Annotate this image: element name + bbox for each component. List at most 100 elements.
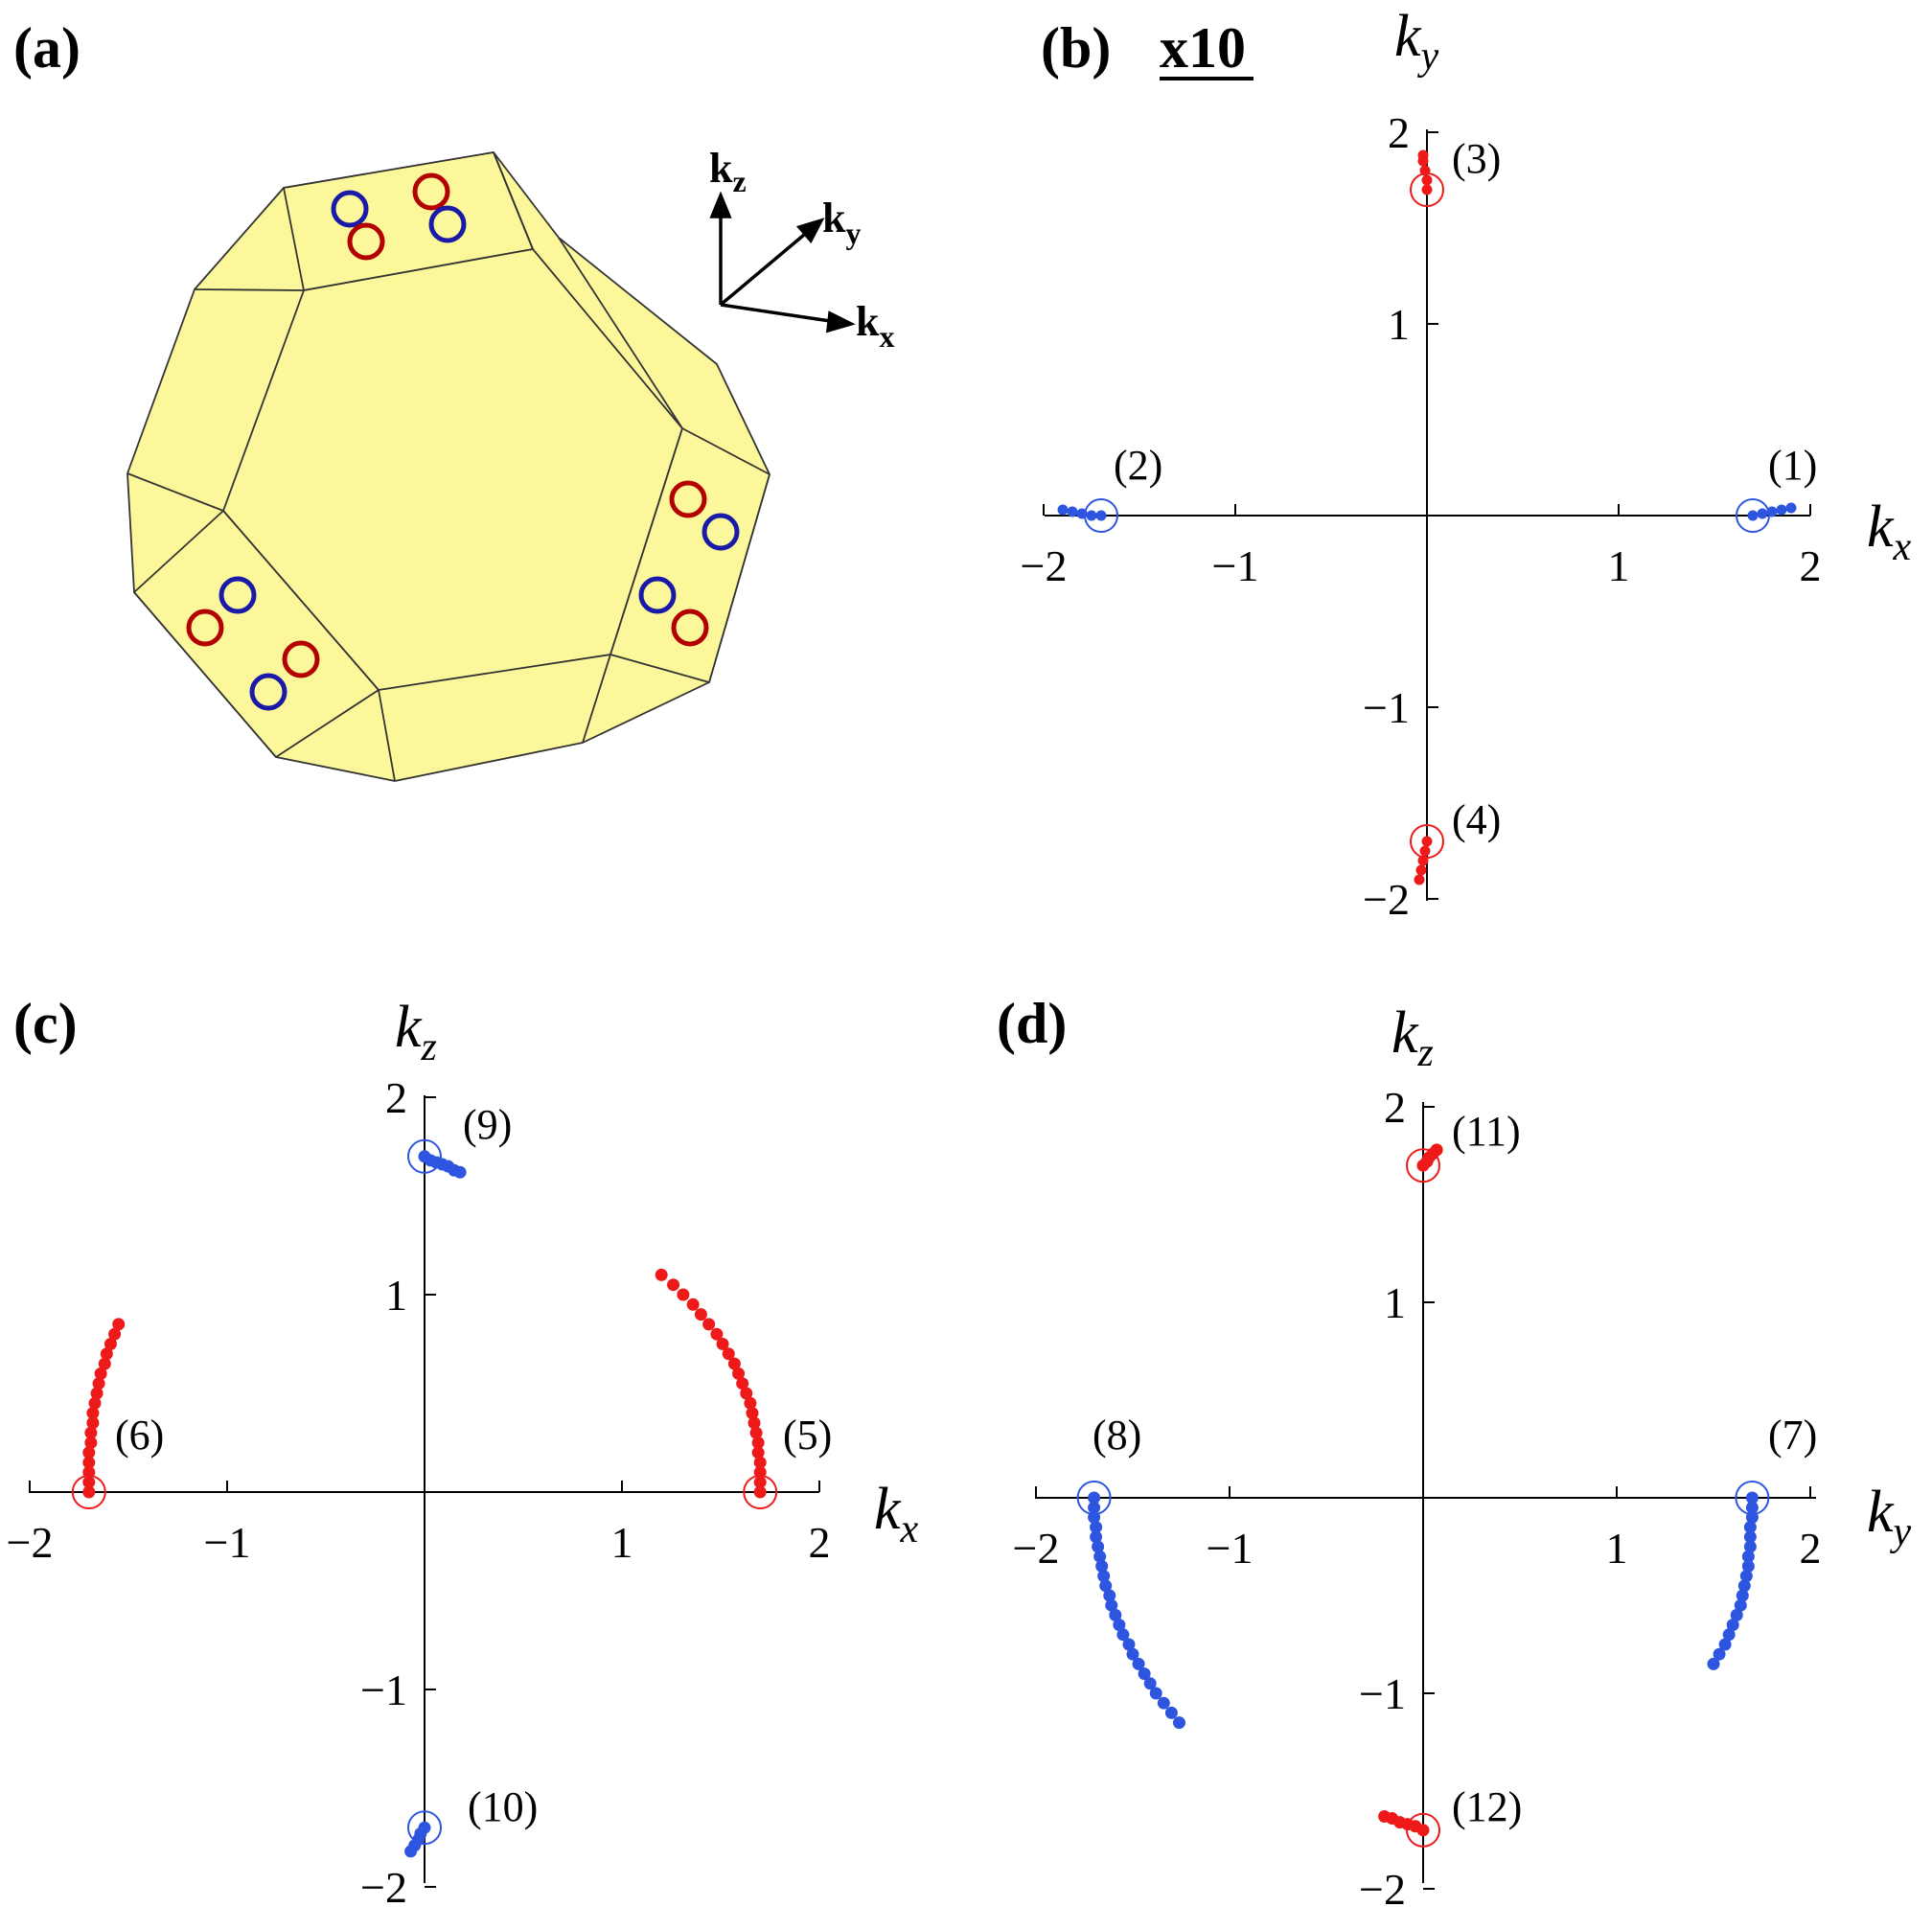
data-point bbox=[1414, 874, 1425, 885]
y-tick-label: 2 bbox=[385, 1073, 407, 1122]
data-point bbox=[90, 1387, 104, 1400]
k-axes-triad bbox=[709, 191, 856, 333]
data-point bbox=[1419, 845, 1431, 857]
weyl-ring-blue bbox=[638, 576, 677, 614]
y-axis-label-base: k bbox=[1392, 1000, 1419, 1066]
bz-face-right-square bbox=[610, 427, 770, 683]
data-point bbox=[1105, 1598, 1118, 1612]
series-1 bbox=[1747, 502, 1797, 521]
x-tick-label: −2 bbox=[7, 1518, 54, 1567]
data-point bbox=[1126, 1647, 1139, 1661]
weyl-ring-red bbox=[347, 222, 385, 261]
data-point bbox=[740, 1387, 753, 1400]
data-point bbox=[1103, 1589, 1116, 1602]
weyl-ring-red bbox=[669, 480, 707, 518]
kx-axis-label: kx bbox=[856, 298, 894, 354]
data-point bbox=[1088, 1491, 1101, 1505]
data-point bbox=[1415, 864, 1427, 876]
panel-a-label: (a) bbox=[13, 16, 80, 80]
weyl-ring-red bbox=[282, 640, 320, 678]
data-point bbox=[746, 1407, 759, 1420]
data-point bbox=[1090, 1530, 1103, 1544]
data-point bbox=[98, 1357, 111, 1370]
data-point bbox=[1143, 1677, 1157, 1690]
data-point bbox=[1138, 1667, 1151, 1681]
x-axis-label: kx bbox=[1867, 494, 1912, 569]
x-axis-label-base: k bbox=[1867, 494, 1895, 560]
x-axis-label-base: k bbox=[1867, 1480, 1895, 1545]
kx-arrow bbox=[720, 303, 838, 324]
x-tick-label: 1 bbox=[1608, 541, 1630, 590]
data-point bbox=[1736, 1589, 1749, 1602]
x-tick-label: 2 bbox=[1800, 541, 1822, 590]
y-tick-label: −2 bbox=[1359, 1865, 1406, 1907]
data-point bbox=[1122, 1638, 1136, 1651]
data-point bbox=[1088, 1501, 1101, 1514]
y-tick-label: 2 bbox=[1388, 108, 1410, 157]
weyl-ring-blue bbox=[218, 576, 257, 614]
data-point bbox=[655, 1268, 668, 1281]
data-point bbox=[710, 1327, 724, 1341]
data-point bbox=[753, 1456, 767, 1469]
data-point bbox=[404, 1845, 418, 1858]
data-point bbox=[1421, 836, 1433, 847]
data-point bbox=[1421, 184, 1433, 195]
data-point bbox=[1734, 1598, 1747, 1612]
series-4 bbox=[404, 1821, 431, 1858]
data-point bbox=[1086, 510, 1097, 521]
series-4 bbox=[1414, 836, 1433, 885]
x-tick-label: 2 bbox=[809, 1518, 831, 1567]
data-point bbox=[694, 1308, 707, 1321]
weyl-point-ring bbox=[1406, 1148, 1440, 1183]
data-point bbox=[1747, 510, 1759, 521]
data-point bbox=[1785, 502, 1797, 514]
series-2 bbox=[1057, 504, 1107, 521]
data-point bbox=[753, 1476, 767, 1489]
series-2 bbox=[82, 1318, 126, 1499]
data-point bbox=[86, 1407, 100, 1420]
data-point bbox=[753, 1485, 767, 1499]
y-axis-label-base: k bbox=[395, 995, 423, 1060]
data-point bbox=[92, 1377, 105, 1390]
data-point bbox=[112, 1318, 126, 1331]
weyl-point-ring bbox=[1735, 1481, 1770, 1515]
weyl-point-ring bbox=[71, 1475, 106, 1509]
weyl-ring-blue bbox=[249, 673, 288, 711]
y-axis-label: kz bbox=[395, 995, 437, 1069]
weyl-point-label: (6) bbox=[115, 1412, 164, 1459]
data-point bbox=[667, 1278, 680, 1292]
series-4 bbox=[1378, 1810, 1430, 1837]
weyl-point-label: (8) bbox=[1092, 1412, 1141, 1459]
y-axis-label-sub: z bbox=[421, 1025, 437, 1069]
weyl-ring-blue bbox=[702, 513, 740, 551]
data-point bbox=[748, 1416, 761, 1430]
kz-axis-label: kz bbox=[709, 145, 747, 198]
data-point bbox=[1713, 1647, 1726, 1661]
data-point bbox=[1743, 1521, 1757, 1534]
data-point bbox=[1741, 1559, 1755, 1573]
weyl-point-label: (1) bbox=[1768, 442, 1817, 489]
weyl-point-ring bbox=[1076, 1481, 1112, 1515]
data-point bbox=[1430, 1143, 1443, 1157]
kx-arrowhead bbox=[825, 310, 856, 333]
data-point bbox=[1095, 510, 1107, 521]
y-tick-label: −2 bbox=[360, 1863, 407, 1907]
panel-a: (a) bbox=[13, 16, 894, 782]
weyl-point-label: (12) bbox=[1452, 1783, 1522, 1830]
data-point bbox=[1722, 1628, 1736, 1642]
data-point bbox=[100, 1347, 113, 1361]
data-point bbox=[1157, 1696, 1170, 1710]
data-point bbox=[1378, 1810, 1392, 1824]
series-1 bbox=[655, 1268, 767, 1499]
y-tick-label: −1 bbox=[1363, 683, 1410, 732]
data-point bbox=[1726, 1619, 1739, 1632]
panel-label: (d) bbox=[997, 992, 1067, 1055]
data-point bbox=[82, 1476, 96, 1489]
data-point bbox=[1057, 504, 1069, 516]
y-tick-label: 2 bbox=[1384, 1083, 1406, 1132]
data-point bbox=[1745, 1501, 1759, 1514]
data-point bbox=[1743, 1540, 1757, 1553]
